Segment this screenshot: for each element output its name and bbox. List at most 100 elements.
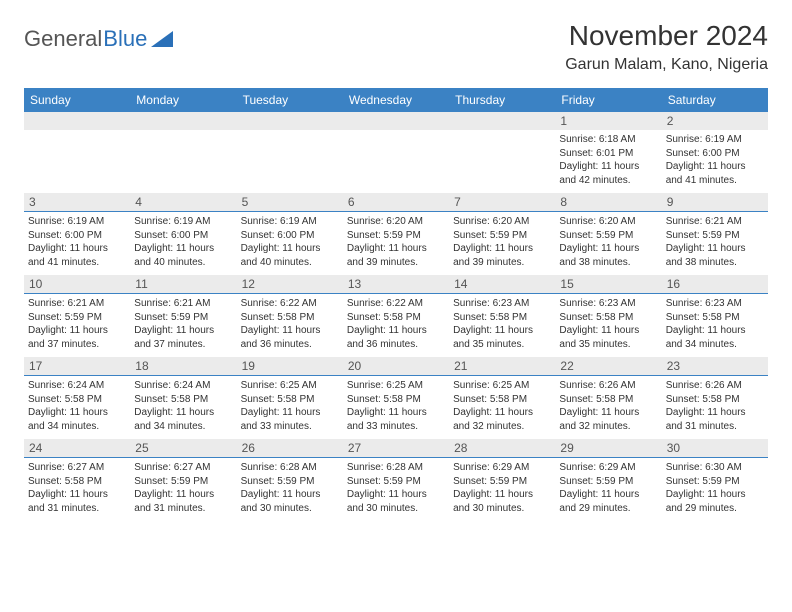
sunset-text: Sunset: 6:00 PM <box>241 229 339 243</box>
week-content-row: Sunrise: 6:24 AMSunset: 5:58 PMDaylight:… <box>24 376 768 440</box>
sunrise-text: Sunrise: 6:28 AM <box>347 461 445 475</box>
day-number-cell: 21 <box>449 357 555 376</box>
daylight-text: Daylight: 11 hours and 40 minutes. <box>134 242 232 269</box>
sunset-text: Sunset: 5:58 PM <box>347 393 445 407</box>
daylight-text: Daylight: 11 hours and 34 minutes. <box>666 324 764 351</box>
sunset-text: Sunset: 6:01 PM <box>559 147 657 161</box>
day-cell: Sunrise: 6:26 AMSunset: 5:58 PMDaylight:… <box>662 376 768 440</box>
weekday-header: Monday <box>130 88 236 112</box>
day-cell: Sunrise: 6:19 AMSunset: 6:00 PMDaylight:… <box>662 130 768 193</box>
weekday-header: Wednesday <box>343 88 449 112</box>
sunrise-text: Sunrise: 6:19 AM <box>241 215 339 229</box>
day-number-cell: 20 <box>343 357 449 376</box>
weekday-header-row: SundayMondayTuesdayWednesdayThursdayFrid… <box>24 88 768 112</box>
sunrise-text: Sunrise: 6:30 AM <box>666 461 764 475</box>
sunrise-text: Sunrise: 6:23 AM <box>666 297 764 311</box>
day-cell <box>24 130 130 193</box>
brand-logo: GeneralBlue <box>24 26 173 52</box>
day-number-row: 12 <box>24 112 768 130</box>
brand-text-blue: Blue <box>103 26 147 52</box>
sunset-text: Sunset: 5:58 PM <box>134 393 232 407</box>
day-cell: Sunrise: 6:27 AMSunset: 5:59 PMDaylight:… <box>130 458 236 522</box>
daylight-text: Daylight: 11 hours and 33 minutes. <box>347 406 445 433</box>
daylight-text: Daylight: 11 hours and 33 minutes. <box>241 406 339 433</box>
sunset-text: Sunset: 5:59 PM <box>453 229 551 243</box>
daylight-text: Daylight: 11 hours and 42 minutes. <box>559 160 657 187</box>
week-content-row: Sunrise: 6:27 AMSunset: 5:58 PMDaylight:… <box>24 458 768 522</box>
day-cell: Sunrise: 6:21 AMSunset: 5:59 PMDaylight:… <box>130 294 236 358</box>
sunset-text: Sunset: 5:59 PM <box>666 229 764 243</box>
day-cell: Sunrise: 6:29 AMSunset: 5:59 PMDaylight:… <box>449 458 555 522</box>
day-cell: Sunrise: 6:19 AMSunset: 6:00 PMDaylight:… <box>24 212 130 276</box>
day-number-cell: 13 <box>343 275 449 294</box>
day-number-cell: 29 <box>555 439 661 458</box>
sunset-text: Sunset: 5:58 PM <box>559 311 657 325</box>
sunset-text: Sunset: 5:59 PM <box>559 475 657 489</box>
day-number-row: 10111213141516 <box>24 275 768 294</box>
daylight-text: Daylight: 11 hours and 39 minutes. <box>347 242 445 269</box>
daylight-text: Daylight: 11 hours and 35 minutes. <box>453 324 551 351</box>
location-text: Garun Malam, Kano, Nigeria <box>565 56 768 74</box>
daylight-text: Daylight: 11 hours and 31 minutes. <box>28 488 126 515</box>
day-cell: Sunrise: 6:20 AMSunset: 5:59 PMDaylight:… <box>449 212 555 276</box>
day-cell: Sunrise: 6:27 AMSunset: 5:58 PMDaylight:… <box>24 458 130 522</box>
day-number-cell: 1 <box>555 112 661 130</box>
day-cell <box>449 130 555 193</box>
sunrise-text: Sunrise: 6:23 AM <box>453 297 551 311</box>
sunrise-text: Sunrise: 6:21 AM <box>666 215 764 229</box>
day-number-cell: 28 <box>449 439 555 458</box>
day-number-cell: 18 <box>130 357 236 376</box>
day-number-cell: 24 <box>24 439 130 458</box>
day-number-cell <box>237 112 343 130</box>
day-cell: Sunrise: 6:22 AMSunset: 5:58 PMDaylight:… <box>343 294 449 358</box>
day-number-cell: 27 <box>343 439 449 458</box>
day-number-cell: 7 <box>449 193 555 212</box>
day-number-cell: 25 <box>130 439 236 458</box>
day-number-cell: 26 <box>237 439 343 458</box>
week-content-row: Sunrise: 6:18 AMSunset: 6:01 PMDaylight:… <box>24 130 768 193</box>
day-number-cell <box>343 112 449 130</box>
day-cell: Sunrise: 6:23 AMSunset: 5:58 PMDaylight:… <box>662 294 768 358</box>
sunset-text: Sunset: 6:00 PM <box>666 147 764 161</box>
sunset-text: Sunset: 5:58 PM <box>453 311 551 325</box>
day-cell: Sunrise: 6:28 AMSunset: 5:59 PMDaylight:… <box>343 458 449 522</box>
daylight-text: Daylight: 11 hours and 39 minutes. <box>453 242 551 269</box>
calendar-body: SundayMondayTuesdayWednesdayThursdayFrid… <box>24 88 768 521</box>
day-number-cell: 9 <box>662 193 768 212</box>
day-number-cell: 22 <box>555 357 661 376</box>
day-number-cell <box>449 112 555 130</box>
day-cell: Sunrise: 6:29 AMSunset: 5:59 PMDaylight:… <box>555 458 661 522</box>
sunrise-text: Sunrise: 6:25 AM <box>241 379 339 393</box>
day-number-row: 24252627282930 <box>24 439 768 458</box>
day-number-cell: 5 <box>237 193 343 212</box>
logo-triangle-icon <box>151 31 173 47</box>
sunrise-text: Sunrise: 6:21 AM <box>134 297 232 311</box>
daylight-text: Daylight: 11 hours and 29 minutes. <box>666 488 764 515</box>
day-cell: Sunrise: 6:25 AMSunset: 5:58 PMDaylight:… <box>343 376 449 440</box>
day-cell: Sunrise: 6:26 AMSunset: 5:58 PMDaylight:… <box>555 376 661 440</box>
sunset-text: Sunset: 5:58 PM <box>28 475 126 489</box>
sunrise-text: Sunrise: 6:23 AM <box>559 297 657 311</box>
sunrise-text: Sunrise: 6:24 AM <box>134 379 232 393</box>
sunrise-text: Sunrise: 6:18 AM <box>559 133 657 147</box>
day-number-cell <box>130 112 236 130</box>
day-cell: Sunrise: 6:24 AMSunset: 5:58 PMDaylight:… <box>130 376 236 440</box>
day-number-cell: 3 <box>24 193 130 212</box>
sunrise-text: Sunrise: 6:27 AM <box>28 461 126 475</box>
day-number-cell: 23 <box>662 357 768 376</box>
title-block: November 2024 Garun Malam, Kano, Nigeria <box>565 20 768 74</box>
sunset-text: Sunset: 5:59 PM <box>453 475 551 489</box>
daylight-text: Daylight: 11 hours and 29 minutes. <box>559 488 657 515</box>
day-number-cell: 2 <box>662 112 768 130</box>
sunrise-text: Sunrise: 6:25 AM <box>347 379 445 393</box>
day-cell: Sunrise: 6:20 AMSunset: 5:59 PMDaylight:… <box>555 212 661 276</box>
day-cell: Sunrise: 6:22 AMSunset: 5:58 PMDaylight:… <box>237 294 343 358</box>
brand-text-gray: General <box>24 26 102 52</box>
sunrise-text: Sunrise: 6:22 AM <box>347 297 445 311</box>
day-cell <box>130 130 236 193</box>
weekday-header: Friday <box>555 88 661 112</box>
day-cell: Sunrise: 6:23 AMSunset: 5:58 PMDaylight:… <box>449 294 555 358</box>
day-cell: Sunrise: 6:25 AMSunset: 5:58 PMDaylight:… <box>237 376 343 440</box>
sunset-text: Sunset: 5:58 PM <box>666 393 764 407</box>
sunrise-text: Sunrise: 6:24 AM <box>28 379 126 393</box>
